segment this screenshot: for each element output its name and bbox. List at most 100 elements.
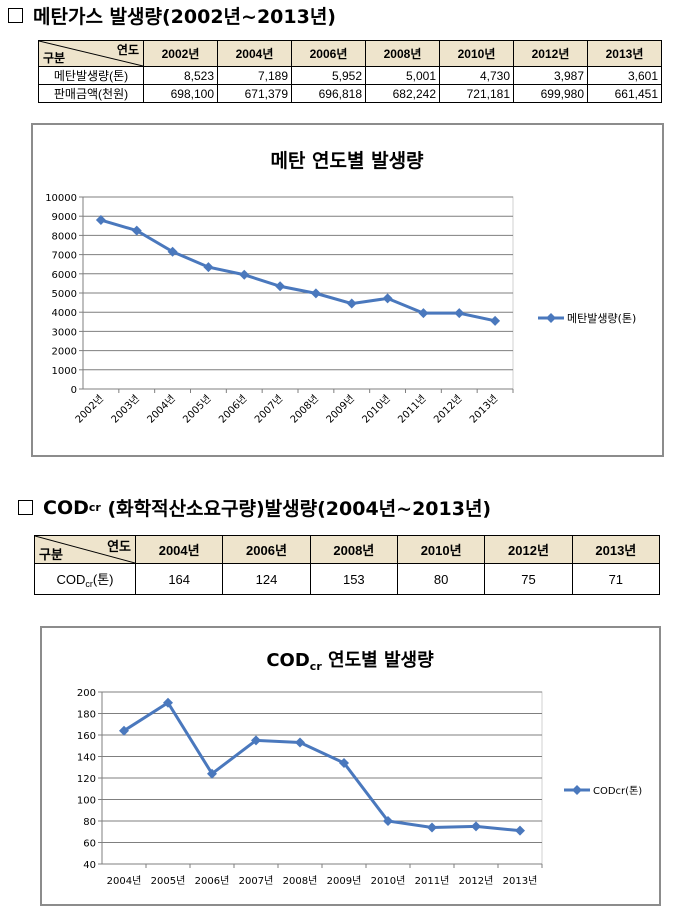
table-cell: 71 [571,563,661,595]
legend-label: 메탄발생량(톤) [567,312,636,325]
table-cell: 75 [484,563,573,595]
data-point [295,737,305,748]
x-tick-label: 2006년 [195,875,230,887]
section1-title: 메탄가스 발생량(2002년~2013년) [33,6,336,28]
y-tick-label: 2000 [52,347,77,358]
data-point [490,315,501,326]
x-tick-label: 2004년 [145,393,178,426]
section1-title-row: 메탄가스 발생량(2002년~2013년) [8,2,336,29]
table-cell: 80 [396,563,486,595]
year-header: 2010년 [396,535,486,564]
x-tick-label: 2011년 [415,875,450,887]
table-cell: 124 [222,563,311,595]
data-point [251,735,261,746]
table-cell: 698,100 [143,84,218,103]
year-header: 2008년 [309,535,398,564]
year-header: 2012년 [484,535,573,564]
x-tick-label: 2002년 [73,393,106,426]
x-tick-label: 2003년 [109,393,142,426]
x-tick-label: 2011년 [396,393,429,426]
data-point [418,308,429,319]
table-corner-cell: 연도 구분 [34,535,136,564]
checkbox-icon [8,8,23,23]
row-label: CODcr(톤) [34,563,136,595]
corner-year-label: 연도 [107,539,131,554]
table-corner-cell: 연도 구분 [38,40,144,67]
legend-marker [572,785,582,795]
y-tick-label: 40 [83,860,96,871]
data-point [131,225,142,236]
table-row: 판매금액(천원) 698,100 671,379 696,818 682,242… [38,84,662,103]
y-tick-label: 6000 [52,270,77,281]
table-cell: 8,523 [143,66,218,85]
year-header: 2006년 [222,535,311,564]
x-tick-label: 2008년 [288,393,321,426]
data-point [383,816,393,826]
legend-marker [546,313,556,323]
chart-title: CODcr 연도별 발생량 [266,650,434,673]
corner-year-label: 연도 [116,43,139,57]
y-tick-label: 0 [71,385,77,396]
checkbox-icon [18,500,33,515]
data-point [382,293,393,304]
section2-title-cod: COD [43,496,89,519]
table-cell: 671,379 [217,84,292,103]
data-point [207,768,217,779]
y-tick-label: 140 [77,753,96,764]
corner-category-label: 구분 [39,547,63,562]
section2-title-sub: cr [88,501,101,514]
year-header: 2012년 [513,40,588,67]
table-cell: 696,818 [291,84,366,103]
year-header: 2010년 [439,40,514,67]
table-cell: 699,980 [513,84,588,103]
data-point [163,697,173,708]
y-tick-label: 200 [77,688,96,699]
y-tick-label: 9000 [52,212,77,223]
section2-title-row: COD cr (화학적산소요구량)발생량(2004년~2013년) [18,494,491,521]
y-tick-label: 4000 [52,308,77,319]
x-tick-label: 2012년 [431,393,464,426]
x-tick-label: 2007년 [239,875,274,887]
cod-table: 연도 구분 2004년 2006년 2008년 2010년 2012년 2013… [34,535,661,595]
table-cell: 7,189 [217,66,292,85]
x-tick-label: 2008년 [283,875,318,887]
x-tick-label: 2013년 [467,393,500,426]
x-tick-label: 2010년 [360,393,393,426]
chart-title: 메탄 연도별 발생량 [270,150,424,172]
y-tick-label: 120 [77,774,96,785]
methane-table: 연도 구분 2002년 2004년 2006년 2008년 2010년 2012… [38,40,662,103]
data-point [310,288,321,299]
methane-chart-svg: 메탄 연도별 발생량 0 1000 2000 3000 4000 5000 6000 7000 8… [45,150,636,426]
year-header: 2006년 [291,40,366,67]
year-header: 2002년 [143,40,218,67]
row-label-sub: cr [85,579,93,589]
data-point [454,308,465,319]
y-tick-label: 100 [77,796,96,807]
x-tick-label: 2005년 [151,875,186,887]
y-tick-label: 160 [77,731,96,742]
y-tick-label: 180 [77,710,96,721]
cod-chart: CODcr 연도별 발생량 40 60 80 100 120 140 160 180 200 200… [40,626,661,906]
table-cell: 3,987 [513,66,588,85]
legend-label: CODcr(톤) [593,785,642,797]
year-header: 2004년 [217,40,292,67]
y-tick-label: 80 [83,817,96,828]
data-point [203,262,214,273]
table-cell: 721,181 [439,84,514,103]
row-label-cod: COD [56,572,86,587]
y-tick-label: 3000 [52,327,77,338]
data-point [119,725,129,736]
x-tick-label: 2007년 [252,393,285,426]
table-row: CODcr(톤) 164 124 153 80 75 71 [34,563,661,595]
row-label: 메탄발생량(톤) [38,66,144,85]
data-point [167,246,178,257]
data-point [471,821,481,832]
y-tick-label: 60 [83,839,96,850]
year-header: 2004년 [134,535,224,564]
year-header: 2013년 [587,40,662,67]
series-line [123,700,521,833]
table-cell: 153 [309,563,398,595]
year-header: 2008년 [365,40,440,67]
x-tick-label: 2005년 [181,393,214,426]
y-tick-label: 10000 [45,193,77,204]
